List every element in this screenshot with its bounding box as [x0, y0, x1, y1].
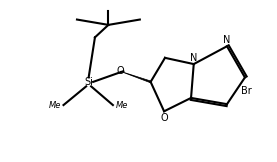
Text: Me: Me: [49, 101, 61, 110]
Polygon shape: [120, 71, 151, 83]
Text: Si: Si: [84, 77, 93, 87]
Text: Br: Br: [241, 86, 252, 96]
Text: N: N: [190, 53, 198, 63]
Text: O: O: [116, 66, 124, 76]
Text: N: N: [223, 35, 231, 45]
Text: O: O: [160, 113, 168, 122]
Text: Me: Me: [116, 101, 128, 110]
